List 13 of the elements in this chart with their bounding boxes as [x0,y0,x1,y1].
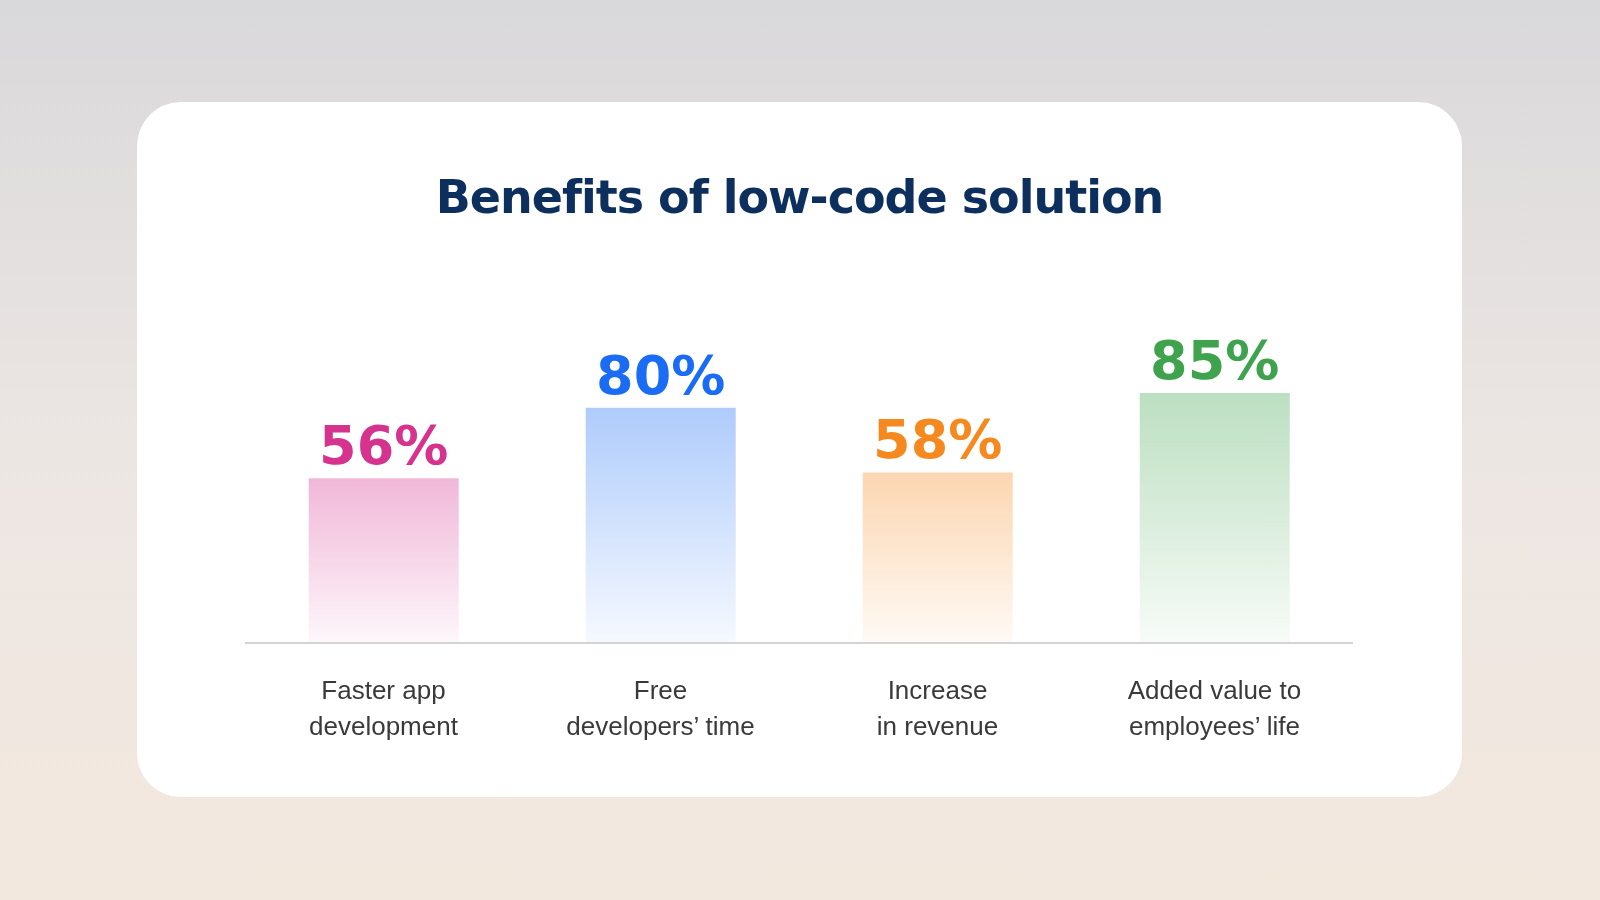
data-label: 85% [1150,329,1280,392]
x-tick-label: Faster app development [309,675,459,741]
bar [1139,393,1290,643]
data-label: 58% [873,408,1003,472]
bar [585,407,736,643]
bar [308,478,459,643]
x-tick-label: Added value to employees’ life [1127,675,1302,741]
chart-title: Benefits of low-code solution [434,170,1165,224]
x-tick-label: Free developers’ time [566,675,755,741]
data-label: 80% [596,343,726,407]
bar [862,472,1013,643]
x-tick-label: Increase in revenue [876,675,999,741]
data-label: 56% [319,414,449,478]
